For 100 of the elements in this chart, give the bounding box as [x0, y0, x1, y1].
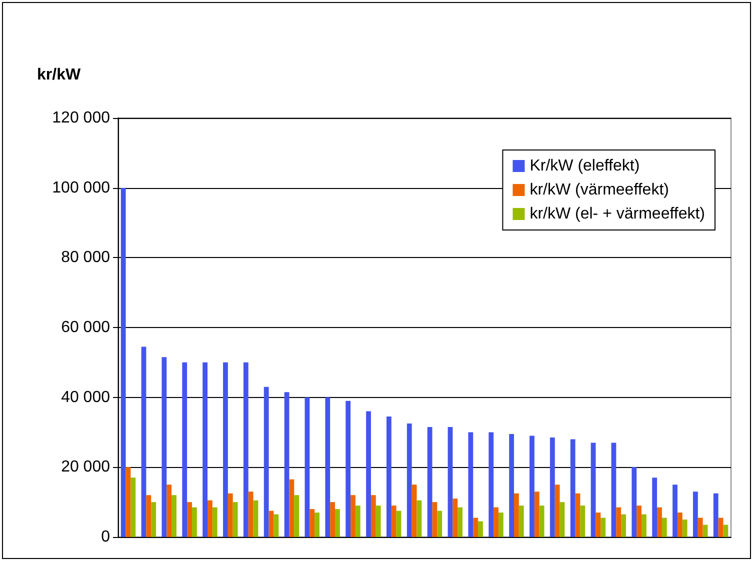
y-tick-label: 0	[101, 528, 110, 546]
bar	[223, 362, 228, 537]
bar	[416, 500, 422, 537]
bar	[330, 502, 335, 537]
bar	[692, 492, 698, 537]
bar	[274, 514, 279, 537]
bar	[304, 397, 310, 537]
bar	[448, 427, 453, 537]
bar	[550, 437, 555, 537]
bar	[514, 493, 519, 537]
bar	[202, 362, 208, 537]
bar	[636, 506, 642, 537]
bar	[616, 507, 622, 537]
bar	[702, 524, 708, 537]
bar	[698, 518, 703, 537]
bar	[432, 502, 438, 537]
bar	[509, 434, 514, 537]
bar	[621, 514, 626, 537]
y-tick-label: 80 000	[61, 249, 110, 266]
bar	[376, 506, 381, 537]
bar	[468, 432, 474, 537]
bar	[355, 506, 360, 537]
bar	[713, 493, 718, 537]
bar	[473, 518, 478, 537]
bar	[264, 386, 269, 537]
bar	[126, 467, 131, 537]
bar	[412, 484, 417, 537]
bar	[662, 518, 667, 537]
bar	[580, 506, 586, 537]
bar	[672, 484, 678, 537]
bar	[310, 509, 315, 537]
bar	[228, 493, 233, 537]
bar	[406, 424, 412, 537]
bar	[314, 512, 320, 537]
bar	[187, 502, 192, 537]
bar	[391, 506, 396, 537]
bar	[289, 479, 294, 537]
bar	[294, 495, 300, 537]
bar	[182, 362, 188, 537]
legend-label: kr/kW (värmeeffekt)	[530, 182, 669, 198]
bar	[498, 512, 504, 537]
bar	[437, 510, 442, 537]
bar	[452, 498, 458, 537]
bar	[386, 416, 392, 537]
bar	[248, 492, 254, 537]
bar	[723, 524, 728, 537]
y-tick-label: 100 000	[52, 179, 110, 196]
bar	[642, 514, 646, 537]
bar	[657, 507, 662, 537]
bar	[427, 427, 432, 537]
bar	[458, 507, 463, 537]
y-tick-label: 40 000	[61, 388, 110, 406]
bar	[478, 521, 483, 537]
bar	[120, 188, 126, 537]
bar	[600, 518, 606, 537]
bar	[718, 518, 724, 537]
bar	[682, 520, 688, 537]
bar	[534, 492, 540, 537]
bar	[366, 411, 371, 537]
bar	[208, 500, 212, 537]
bar	[172, 495, 176, 537]
bar	[652, 478, 658, 537]
y-tick-label: 20 000	[61, 458, 110, 476]
bar	[346, 400, 351, 537]
y-axis-title: kr/kW	[37, 66, 82, 84]
bar	[141, 346, 146, 537]
bar	[146, 495, 152, 537]
y-tick-label: 60 000	[61, 319, 110, 336]
bar	[192, 507, 197, 537]
bar	[335, 509, 340, 537]
bar	[575, 493, 580, 537]
legend-label: kr/kW (el- + värmeeffekt)	[530, 206, 706, 222]
bar	[350, 495, 356, 537]
bar	[268, 510, 274, 537]
bar	[554, 484, 560, 537]
bar	[590, 442, 596, 537]
bar	[539, 506, 544, 537]
bar	[611, 442, 616, 537]
bar	[530, 436, 534, 537]
bar	[396, 510, 402, 537]
bar	[166, 484, 172, 537]
bar	[232, 502, 238, 537]
bar	[212, 507, 218, 537]
bar	[494, 507, 498, 537]
bar	[596, 512, 601, 537]
bar	[560, 502, 565, 537]
bar	[151, 502, 156, 537]
bar	[162, 357, 167, 537]
bar	[570, 439, 576, 537]
bar	[130, 478, 136, 537]
bar	[488, 432, 494, 537]
legend-label: Kr/kW (eleffekt)	[530, 158, 640, 174]
bar	[677, 512, 682, 537]
bar	[243, 362, 248, 537]
bar	[370, 495, 376, 537]
bar	[284, 392, 290, 537]
bar	[632, 467, 637, 537]
y-tick-label: 120 000	[52, 110, 110, 126]
bar	[518, 506, 524, 537]
bar	[325, 397, 330, 537]
